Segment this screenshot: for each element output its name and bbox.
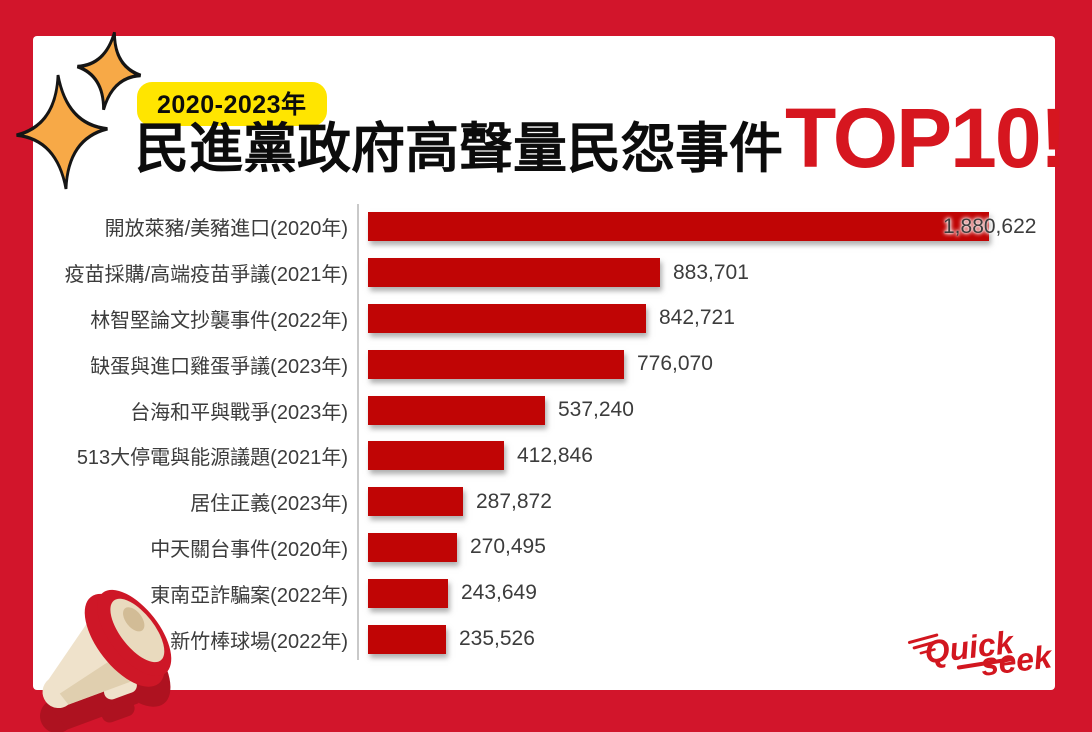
chart-row: 缺蛋與進口雞蛋爭議(2023年) 776,070 [48,341,1050,387]
title-top10: TOP10! [785,91,1068,185]
bar-value: 842,721 [659,306,735,330]
row-label: 新竹棒球場(2022年) [170,630,348,653]
row-label: 東南亞詐騙案(2022年) [150,584,348,607]
chart-row: 513大停電與能源議題(2021年) 412,846 [48,433,1050,479]
bar [368,395,545,425]
bar-value: 1,880,622 [943,214,1037,238]
page-title: 民進黨政府高聲量民怨事件 TOP10! [135,96,1068,192]
title-text: 民進黨政府高聲量民怨事件 [135,119,783,179]
bar [368,532,457,562]
row-label: 513大停電與能源議題(2021年) [76,447,348,470]
sparkle-decoration [16,31,142,190]
chart-row: 林智堅論文抄襲事件(2022年) 842,721 [48,296,1050,342]
bar-value: 243,649 [461,581,537,605]
chart-row: 台海和平與戰爭(2023年) 537,240 [48,387,1050,433]
bar-value: 412,846 [517,443,593,467]
row-label: 缺蛋與進口雞蛋爭議(2023年) [90,355,348,378]
quickseek-logo: Quick seek [907,620,1069,697]
chart-row: 東南亞詐騙案(2022年) 243,649 [48,570,1050,616]
megaphone-icon [40,589,172,732]
bar [368,349,624,379]
chart-row: 中天關台事件(2020年) 270,495 [48,525,1050,571]
bar-zone: 287,872 [356,487,1050,517]
bar-value: 883,701 [673,260,749,284]
row-label: 疫苗採購/高端疫苗爭議(2021年) [64,264,348,287]
row-label: 林智堅論文抄襲事件(2022年) [90,309,348,332]
chart-row: 居住正義(2023年) 287,872 [48,479,1050,525]
bar-value: 776,070 [637,352,713,376]
bar-zone: 537,240 [356,395,1050,425]
bar-zone: 842,721 [356,303,1050,333]
bar-zone: 776,070 [356,349,1050,379]
row-label: 居住正義(2023年) [190,493,348,516]
sparkle-large-icon [16,74,108,190]
logo-speedlines-icon [907,633,939,655]
bar [368,487,463,517]
row-label: 開放萊豬/美豬進口(2020年) [104,218,348,241]
bar-zone: 412,846 [356,441,1050,471]
bar-value: 270,495 [470,535,546,559]
row-label: 中天關台事件(2020年) [150,538,348,561]
year-range-badge: 2020-2023年 [137,82,327,126]
chart-row: 新竹棒球場(2022年) 235,526 [48,616,1050,662]
bar-zone: 243,649 [356,578,1050,608]
chart-row: 疫苗採購/高端疫苗爭議(2021年) 883,701 [48,250,1050,296]
bar [368,624,446,654]
bar [368,441,504,471]
bar-zone: 883,701 [356,258,1050,288]
bar-value: 287,872 [476,489,552,513]
bar-zone: 270,495 [356,532,1050,562]
bar-zone: 1,880,622 [356,212,1050,242]
sparkle-small-icon [76,31,142,111]
bar-value: 235,526 [459,627,535,651]
bar [368,258,660,288]
bar-chart: 開放萊豬/美豬進口(2020年) 1,880,622 疫苗採購/高端疫苗爭議(2… [48,204,1050,662]
chart-rows: 開放萊豬/美豬進口(2020年) 1,880,622 疫苗採購/高端疫苗爭議(2… [48,204,1050,662]
chart-row: 開放萊豬/美豬進口(2020年) 1,880,622 [48,204,1050,250]
row-label: 台海和平與戰爭(2023年) [130,401,348,424]
bar-value: 537,240 [558,398,634,422]
bar-zone: 235,526 [356,624,1050,654]
bar [368,212,989,242]
bar [368,303,646,333]
y-axis-line [357,204,359,660]
bar [368,578,448,608]
